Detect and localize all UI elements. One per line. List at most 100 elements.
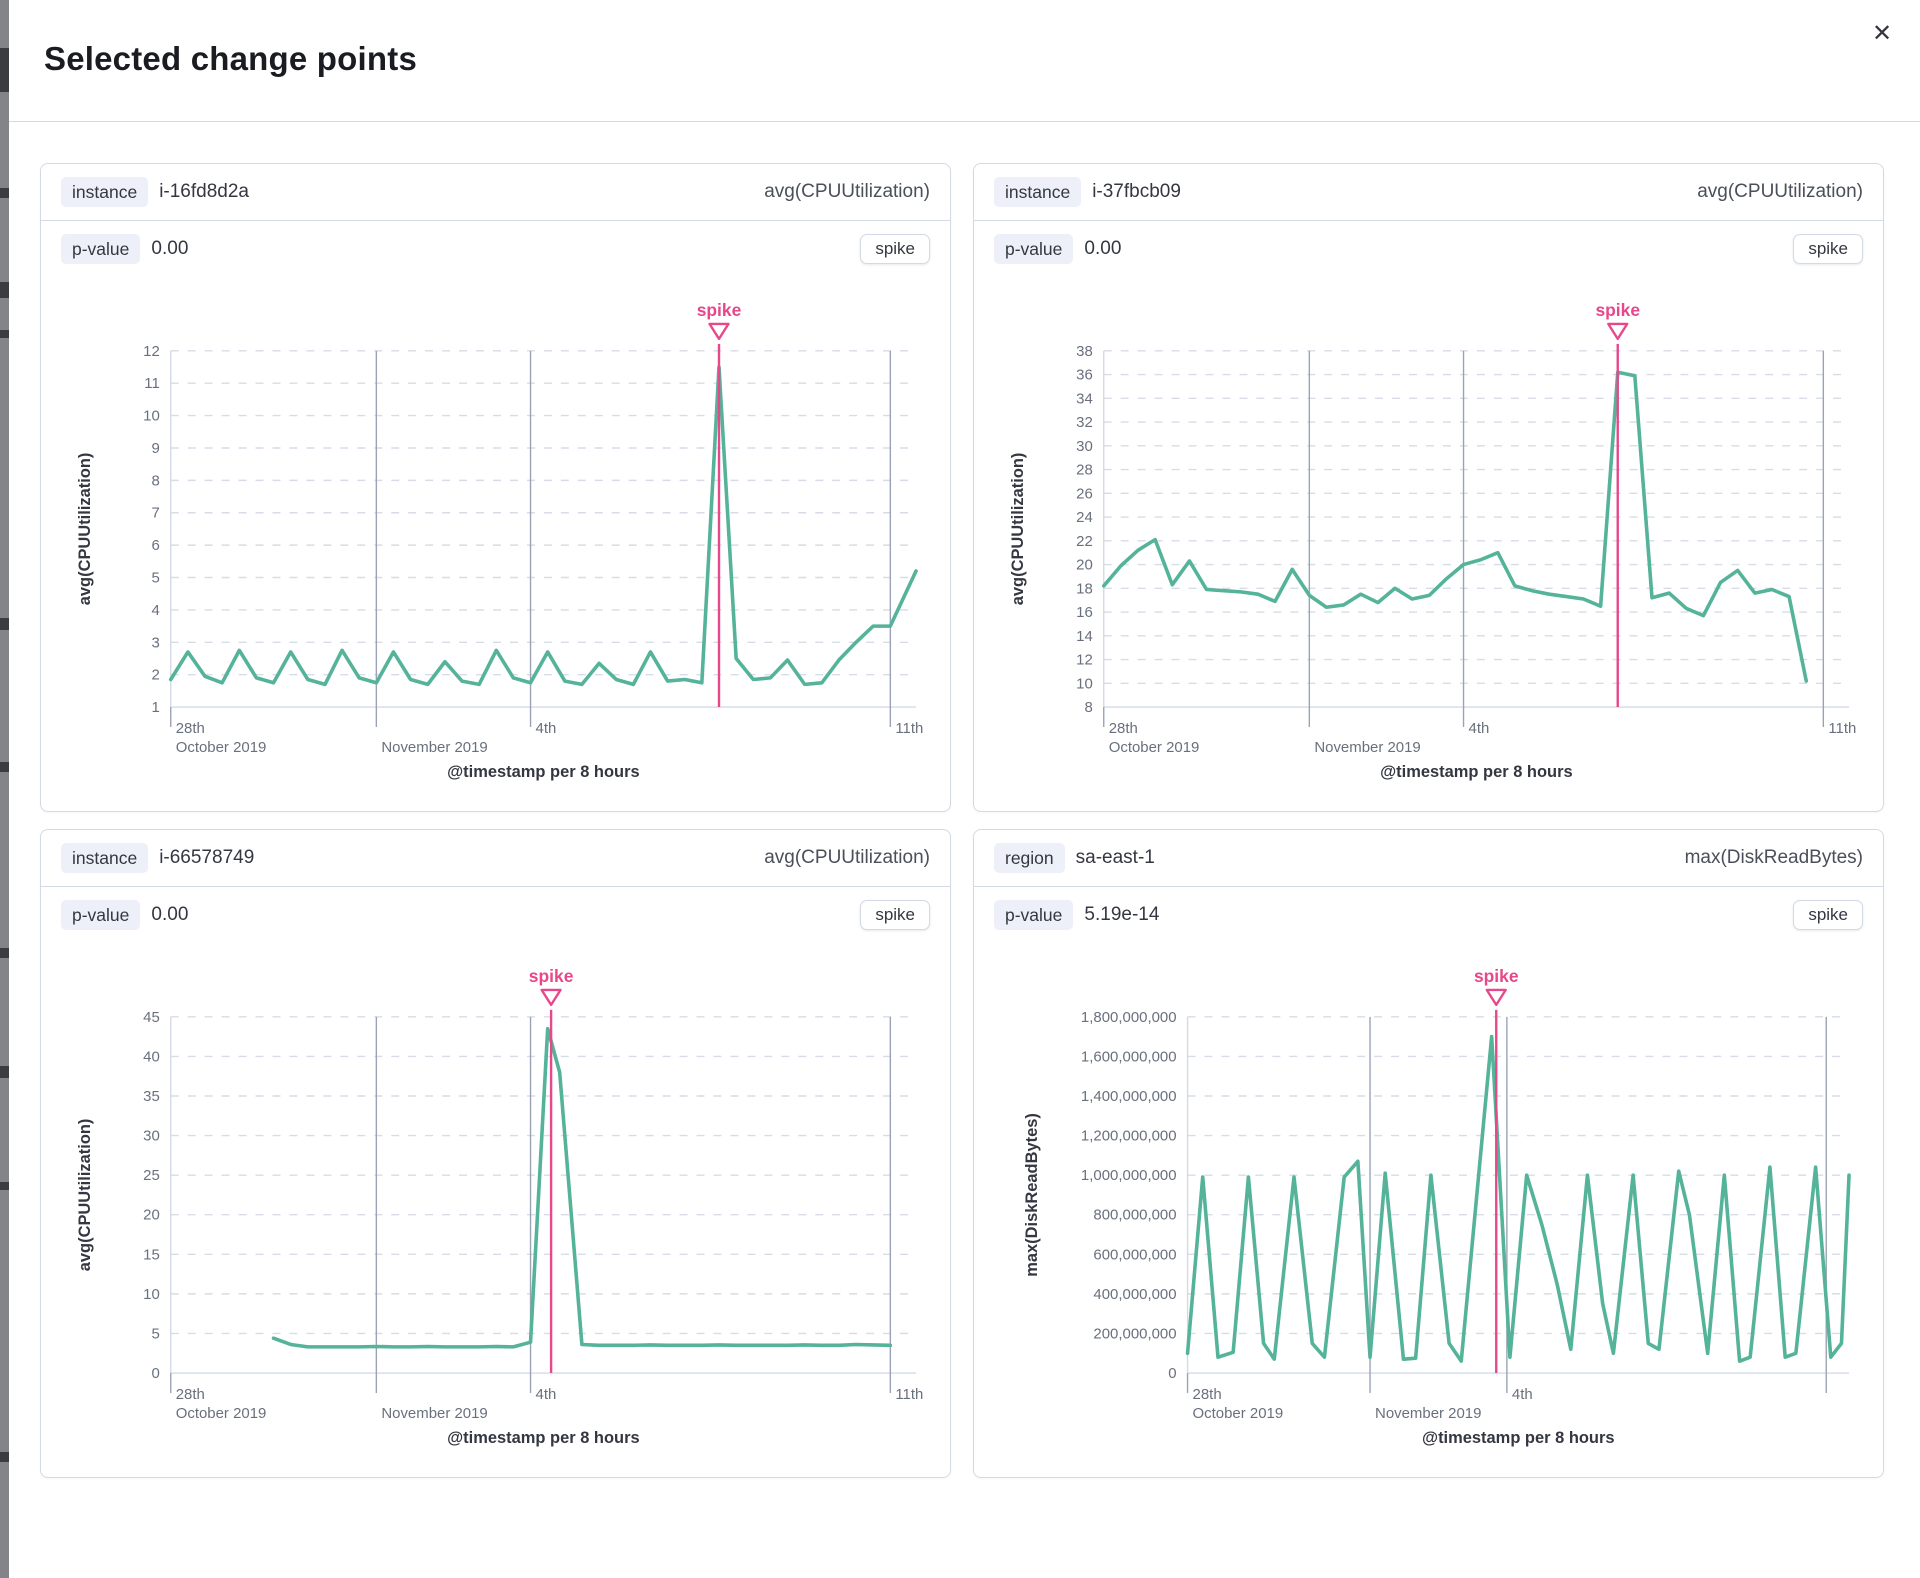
svg-text:11th: 11th	[895, 1386, 923, 1403]
card-subheader: p-value 0.00 spike	[974, 221, 1883, 277]
split-field-value: i-16fd8d2a	[159, 181, 249, 202]
change-point-card: instance i-16fd8d2a avg(CPUUtilization) …	[40, 163, 951, 812]
svg-text:@timestamp per 8 hours: @timestamp per 8 hours	[1422, 1429, 1615, 1447]
svg-text:10: 10	[143, 1286, 160, 1303]
svg-text:40: 40	[143, 1048, 160, 1065]
svg-text:4th: 4th	[1512, 1386, 1533, 1403]
svg-text:34: 34	[1076, 390, 1093, 407]
svg-text:@timestamp per 8 hours: @timestamp per 8 hours	[1380, 763, 1573, 781]
split-field-value: sa-east-1	[1075, 847, 1155, 868]
background-artifact	[0, 1182, 9, 1190]
change-points-modal: Selected change points ✕ instance i-16fd…	[9, 0, 1920, 1578]
change-point-grid: instance i-16fd8d2a avg(CPUUtilization) …	[40, 163, 1893, 1478]
svg-text:28: 28	[1076, 462, 1093, 479]
change-point-chart: 0 200,000,000 400,000,000 600,000,000 800,00…	[974, 943, 1883, 1477]
svg-text:12: 12	[1076, 652, 1093, 669]
svg-text:14: 14	[1076, 628, 1093, 645]
background-artifact	[0, 762, 9, 772]
svg-text:9: 9	[151, 440, 159, 457]
svg-text:November 2019: November 2019	[381, 1405, 487, 1422]
svg-text:November 2019: November 2019	[1314, 739, 1420, 756]
p-value: 0.00	[151, 238, 189, 259]
svg-text:11th: 11th	[895, 720, 923, 737]
change-type-button[interactable]: spike	[1793, 234, 1863, 264]
change-point-chart: 1 2 3 4 5 6 7 8 9 10 11 12 28th October 2019 November …	[41, 277, 950, 811]
card-subheader: p-value 0.00 spike	[41, 887, 950, 943]
svg-text:1,600,000,000: 1,600,000,000	[1081, 1048, 1177, 1065]
change-type-button[interactable]: spike	[1793, 900, 1863, 930]
svg-text:28th: 28th	[1109, 720, 1138, 737]
svg-text:400,000,000: 400,000,000	[1093, 1286, 1176, 1303]
svg-text:28th: 28th	[176, 1386, 205, 1403]
svg-text:5: 5	[151, 569, 159, 586]
change-point-chart: 0 5 10 15 20 25 30 35 40 45 28th October 2019 Novemb…	[41, 943, 950, 1477]
svg-text:22: 22	[1076, 533, 1093, 550]
card-subheader: p-value 5.19e-14 spike	[974, 887, 1883, 943]
svg-text:1,000,000,000: 1,000,000,000	[1081, 1167, 1177, 1184]
split-field-badge: instance	[994, 176, 1082, 208]
p-value-badge: p-value	[61, 899, 141, 931]
svg-text:10: 10	[143, 408, 160, 425]
modal-header: Selected change points ✕	[9, 0, 1920, 122]
svg-text:28th: 28th	[176, 720, 205, 737]
split-field-value: i-37fbcb09	[1092, 181, 1181, 202]
svg-text:@timestamp per 8 hours: @timestamp per 8 hours	[447, 763, 640, 781]
page-title: Selected change points	[44, 40, 417, 77]
svg-text:15: 15	[143, 1246, 160, 1263]
change-type-button[interactable]: spike	[860, 900, 930, 930]
svg-text:max(DiskReadBytes): max(DiskReadBytes)	[1023, 1113, 1041, 1277]
background-artifact	[0, 618, 9, 630]
svg-text:spike: spike	[1474, 966, 1519, 986]
change-point-chart: 8 10 12 14 16 18 20 22 24 26 28 30 32 34 36 38 28th Octob…	[974, 277, 1883, 811]
change-point-card: instance i-66578749 avg(CPUUtilization) …	[40, 829, 951, 1478]
svg-text:0: 0	[1168, 1365, 1176, 1382]
change-point-card: instance i-37fbcb09 avg(CPUUtilization) …	[973, 163, 1884, 812]
card-header: instance i-66578749 avg(CPUUtilization)	[41, 830, 950, 887]
svg-text:10: 10	[1076, 675, 1093, 692]
card-header: instance i-37fbcb09 avg(CPUUtilization)	[974, 164, 1883, 221]
p-value: 0.00	[151, 904, 189, 925]
svg-text:600,000,000: 600,000,000	[1093, 1246, 1176, 1263]
background-artifact	[0, 330, 9, 338]
background-artifact	[0, 1452, 9, 1462]
metric-label: avg(CPUUtilization)	[764, 181, 930, 202]
svg-text:45: 45	[143, 1009, 160, 1026]
background-artifact	[0, 48, 9, 92]
svg-text:7: 7	[151, 505, 159, 522]
svg-text:spike: spike	[697, 300, 742, 320]
svg-text:4th: 4th	[1469, 720, 1490, 737]
split-field-badge: instance	[61, 176, 149, 208]
svg-text:20: 20	[1076, 557, 1093, 574]
svg-text:1: 1	[151, 699, 159, 716]
svg-text:30: 30	[143, 1128, 160, 1145]
split-field-value: i-66578749	[159, 847, 255, 868]
svg-text:0: 0	[151, 1365, 159, 1382]
svg-text:avg(CPUUtilization): avg(CPUUtilization)	[1009, 453, 1027, 606]
svg-text:spike: spike	[529, 966, 574, 986]
svg-text:800,000,000: 800,000,000	[1093, 1207, 1176, 1224]
metric-label: max(DiskReadBytes)	[1684, 847, 1863, 868]
svg-text:@timestamp per 8 hours: @timestamp per 8 hours	[447, 1429, 640, 1447]
svg-text:36: 36	[1076, 367, 1093, 384]
svg-text:30: 30	[1076, 438, 1093, 455]
svg-text:2: 2	[151, 667, 159, 684]
svg-text:4th: 4th	[536, 720, 557, 737]
change-point-card: region sa-east-1 max(DiskReadBytes) p-va…	[973, 829, 1884, 1478]
svg-text:26: 26	[1076, 485, 1093, 502]
svg-text:200,000,000: 200,000,000	[1093, 1325, 1176, 1342]
svg-text:October 2019: October 2019	[176, 1405, 267, 1422]
svg-text:6: 6	[151, 537, 159, 554]
background-page-edge	[0, 0, 9, 1578]
p-value-badge: p-value	[994, 233, 1074, 265]
close-icon[interactable]: ✕	[1864, 16, 1900, 52]
metric-label: avg(CPUUtilization)	[764, 847, 930, 868]
svg-text:1,800,000,000: 1,800,000,000	[1081, 1009, 1177, 1026]
svg-text:October 2019: October 2019	[1193, 1405, 1284, 1422]
svg-text:1,200,000,000: 1,200,000,000	[1081, 1128, 1177, 1145]
background-artifact	[0, 282, 9, 298]
svg-text:November 2019: November 2019	[381, 739, 487, 756]
svg-text:5: 5	[151, 1325, 159, 1342]
change-type-button[interactable]: spike	[860, 234, 930, 264]
p-value: 5.19e-14	[1084, 904, 1160, 925]
svg-text:28th: 28th	[1193, 1386, 1222, 1403]
